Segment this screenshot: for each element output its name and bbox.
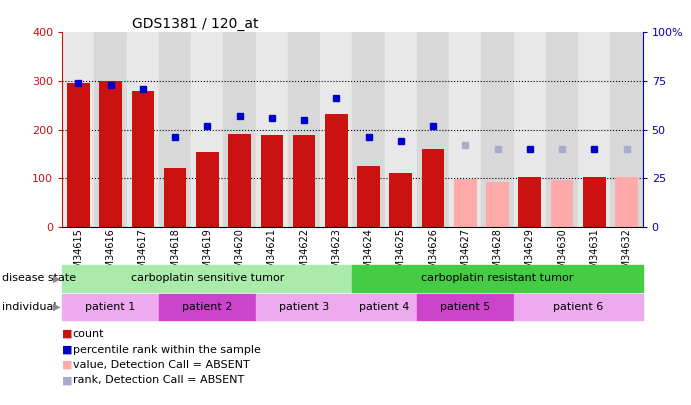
Bar — [191, 32, 223, 227]
Text: carboplatin resistant tumor: carboplatin resistant tumor — [422, 273, 574, 283]
Text: rank, Detection Call = ABSENT: rank, Detection Call = ABSENT — [73, 375, 244, 385]
Bar — [385, 32, 417, 227]
Text: patient 1: patient 1 — [86, 302, 135, 312]
Bar — [62, 265, 352, 292]
Text: individual: individual — [2, 302, 57, 312]
Text: patient 3: patient 3 — [279, 302, 329, 312]
Bar — [357, 166, 380, 227]
Text: patient 4: patient 4 — [359, 302, 410, 312]
Bar — [352, 32, 385, 227]
Bar — [449, 32, 482, 227]
Bar — [164, 168, 187, 227]
Text: value, Detection Call = ABSENT: value, Detection Call = ABSENT — [73, 360, 249, 370]
Bar — [288, 32, 320, 227]
Bar — [67, 83, 90, 227]
Bar — [126, 32, 159, 227]
Text: ▶: ▶ — [53, 302, 60, 312]
Bar — [131, 91, 154, 227]
Text: ■: ■ — [62, 360, 73, 370]
Bar — [352, 294, 417, 320]
Bar — [100, 81, 122, 227]
Bar — [513, 32, 546, 227]
Text: patient 5: patient 5 — [440, 302, 491, 312]
Text: ■: ■ — [62, 345, 73, 354]
Text: patient 2: patient 2 — [182, 302, 232, 312]
Bar — [325, 113, 348, 227]
Text: carboplatin sensitive tumor: carboplatin sensitive tumor — [131, 273, 284, 283]
Bar — [583, 177, 605, 227]
Bar — [320, 32, 352, 227]
Bar — [390, 173, 412, 227]
Bar — [228, 134, 251, 227]
Text: ■: ■ — [62, 375, 73, 385]
Bar — [518, 177, 541, 227]
Bar — [513, 294, 643, 320]
Bar — [454, 179, 477, 227]
Text: disease state: disease state — [2, 273, 76, 283]
Bar — [610, 32, 643, 227]
Bar — [293, 135, 315, 227]
Text: ▶: ▶ — [53, 273, 60, 283]
Bar — [261, 135, 283, 227]
Bar — [417, 294, 513, 320]
Bar — [417, 32, 449, 227]
Bar — [256, 294, 352, 320]
Bar — [62, 32, 95, 227]
Bar — [422, 149, 444, 227]
Bar — [95, 32, 126, 227]
Bar — [615, 177, 638, 227]
Text: GDS1381 / 120_at: GDS1381 / 120_at — [132, 17, 258, 31]
Bar — [159, 32, 191, 227]
Text: ■: ■ — [62, 329, 73, 339]
Bar — [223, 32, 256, 227]
Bar — [578, 32, 610, 227]
Text: patient 6: patient 6 — [553, 302, 603, 312]
Bar — [482, 32, 513, 227]
Bar — [551, 180, 574, 227]
Text: percentile rank within the sample: percentile rank within the sample — [73, 345, 261, 354]
Bar — [256, 32, 288, 227]
Bar — [196, 152, 218, 227]
Bar — [486, 181, 509, 227]
Text: count: count — [73, 329, 104, 339]
Bar — [546, 32, 578, 227]
Bar — [159, 294, 256, 320]
Bar — [62, 294, 159, 320]
Bar — [352, 265, 643, 292]
